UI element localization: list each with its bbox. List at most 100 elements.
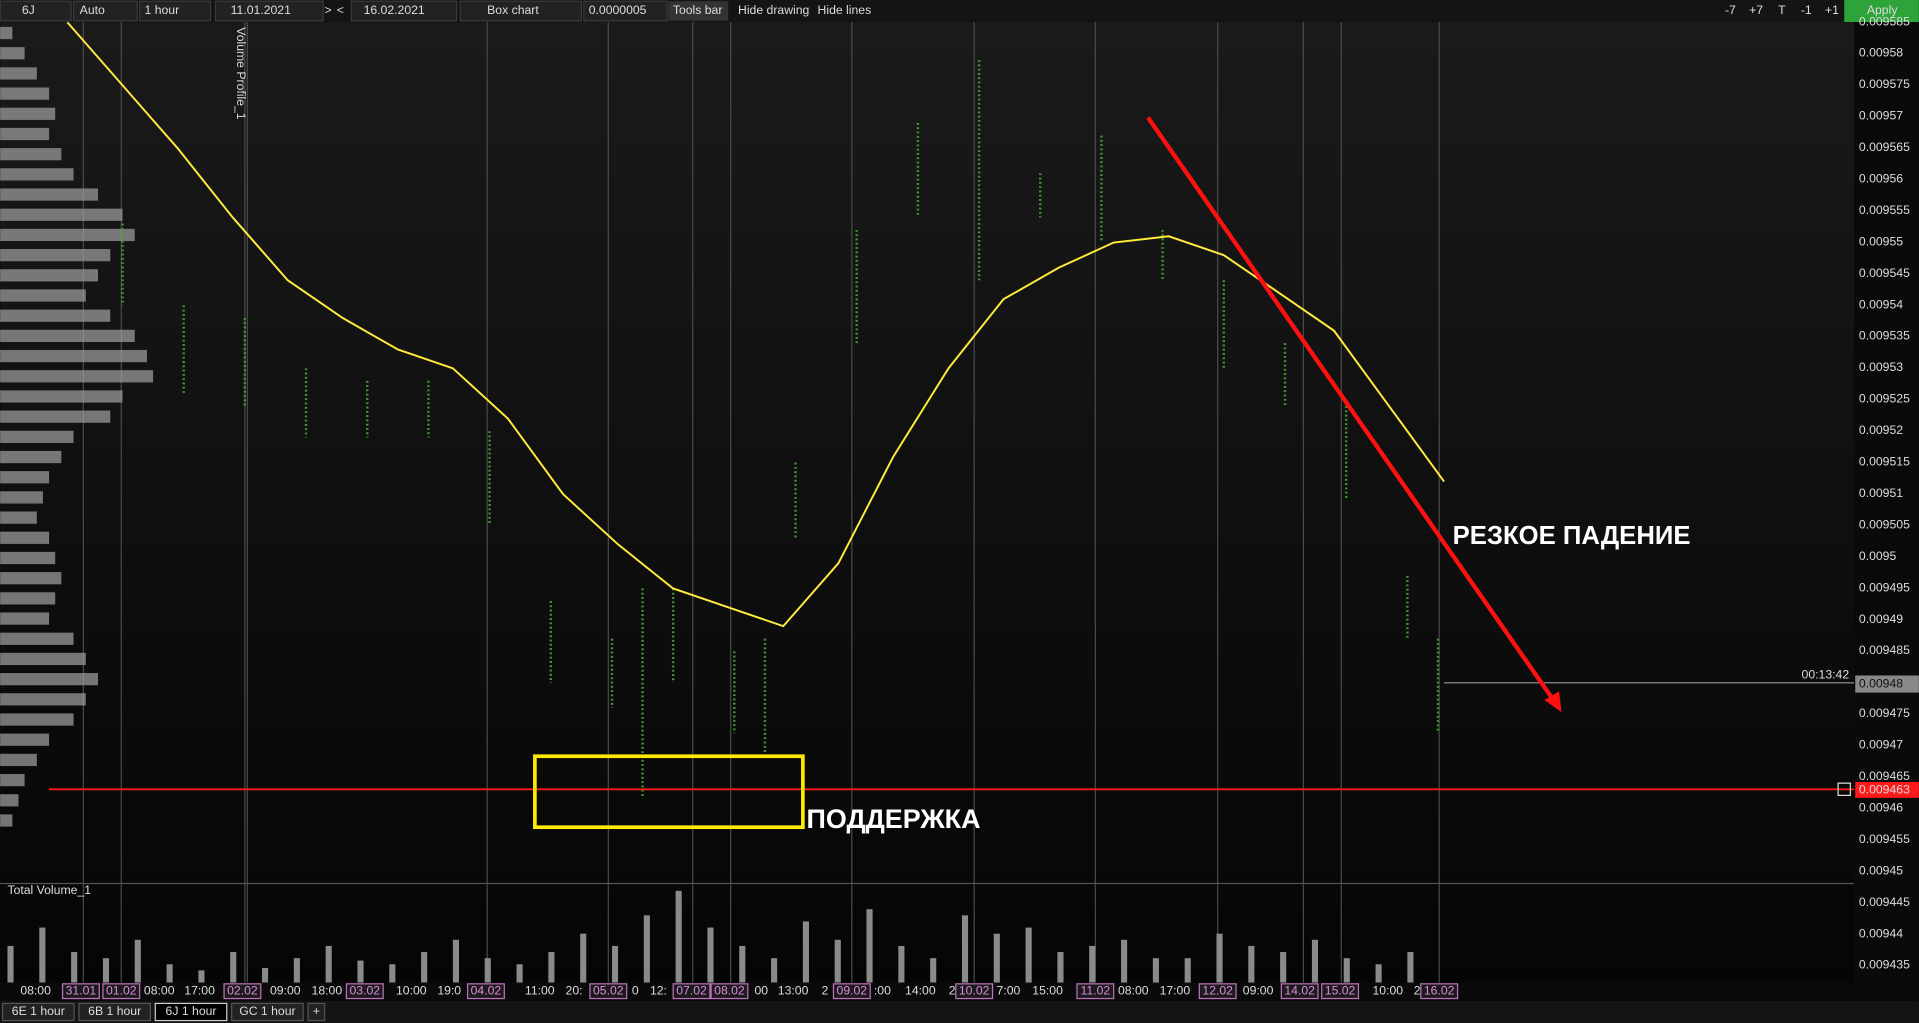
time-label: 11:00 [525, 983, 555, 997]
volume-bars [7, 890, 1414, 983]
timer: 00:13:42 [1802, 668, 1850, 682]
volume-bar [1089, 945, 1096, 983]
volume-bar [389, 964, 396, 983]
symbol[interactable]: 6J [22, 3, 35, 17]
tab[interactable] [231, 1002, 304, 1022]
price-label: 0.009505 [1859, 517, 1910, 531]
hide-lines[interactable]: Hide lines [818, 3, 872, 17]
date-to[interactable]: 16.02.2021 [364, 3, 425, 17]
volume-bar [484, 958, 491, 983]
volume-bar [39, 927, 46, 983]
time-label: 08:00 [1118, 983, 1149, 997]
timeframe[interactable]: 1 hour [145, 3, 180, 17]
chart-type[interactable]: Box chart [487, 3, 539, 17]
date-box [223, 983, 262, 1000]
toolbar-button[interactable]: +7 [1749, 3, 1763, 17]
time-label: 18:00 [312, 983, 343, 997]
drop-annotation: РЕЗКОЕ ПАДЕНИЕ [1453, 522, 1691, 550]
date-from[interactable]: 11.01.2021 [231, 3, 291, 17]
tab-label[interactable]: 6B 1 hour [88, 1004, 141, 1018]
date-label: 08.02 [714, 983, 745, 997]
volume-bar [262, 967, 269, 983]
date-from-box[interactable] [214, 0, 324, 22]
close-line-icon[interactable] [1837, 782, 1851, 797]
time-label: 10:00 [396, 983, 427, 997]
profile-bar [0, 208, 123, 221]
time-label: 2 [821, 983, 828, 997]
date-box [589, 983, 628, 1000]
volume-bar [7, 945, 14, 983]
volume-bar [707, 927, 714, 983]
profile-bar [0, 410, 111, 423]
volume-bar [1280, 952, 1287, 983]
date-box [1198, 983, 1237, 1000]
toolbar-button[interactable]: -1 [1801, 3, 1812, 17]
profile-bar [0, 450, 62, 464]
tab[interactable] [307, 1002, 326, 1022]
tab-label[interactable]: + [313, 1004, 320, 1018]
profile-bar [0, 652, 86, 666]
time-label: :00 [874, 983, 891, 997]
volume-bar [548, 952, 555, 983]
volume-bar [357, 960, 364, 983]
date-to-box[interactable] [350, 0, 458, 22]
date-label: 15.02 [1325, 983, 1356, 997]
date-label: 14.02 [1284, 983, 1315, 997]
tab-label[interactable]: 6E 1 hour [12, 1004, 65, 1018]
time-label: 10:00 [1373, 983, 1404, 997]
mode-box[interactable] [72, 0, 138, 22]
toolbar-button[interactable]: +1 [1825, 3, 1839, 17]
tools-bar[interactable]: Tools bar [673, 3, 723, 17]
volume-profile-label: Volume Profile_1 [234, 27, 248, 120]
support-price: 0.009463 [1859, 783, 1910, 797]
profile-bar [0, 713, 74, 726]
apply[interactable]: Apply [1867, 3, 1898, 17]
price-label: 0.00957 [1859, 109, 1903, 123]
chart-area [0, 22, 1855, 983]
profile-bar [0, 471, 50, 484]
tab-label[interactable]: GC 1 hour [239, 1004, 295, 1018]
price-label: 0.00958 [1859, 46, 1903, 60]
date-label: 03.02 [350, 983, 381, 997]
toolbar-button[interactable]: T [1778, 3, 1786, 17]
toolbar-items: 6J Auto 1 hour 11.01.2021 > < 16.02.2021… [0, 0, 1919, 23]
profile-bar [0, 269, 99, 282]
price-label: 0.00956 [1859, 172, 1903, 186]
profile-bar [0, 349, 147, 363]
timeframe-box[interactable] [139, 0, 212, 22]
prev-button[interactable]: < [337, 3, 344, 17]
hide-drawing[interactable]: Hide drawing [738, 3, 810, 17]
volume-bar [1121, 939, 1128, 983]
tick-size-box[interactable] [583, 0, 668, 22]
profile-bar [0, 249, 111, 262]
profile-bar [0, 87, 50, 100]
tab-label[interactable]: 6J 1 hour [166, 1004, 217, 1018]
volume-bar [71, 952, 78, 983]
profile-bar [0, 370, 154, 383]
chart-type-box[interactable] [459, 0, 582, 22]
tab[interactable] [78, 1002, 152, 1022]
profile-bar [0, 329, 135, 343]
apply-button[interactable] [1844, 0, 1919, 23]
mode[interactable]: Auto [80, 3, 105, 17]
tab[interactable] [154, 1002, 228, 1022]
price-label: 0.009435 [1859, 958, 1910, 972]
volume-bar [961, 915, 969, 983]
time-label: 17:00 [184, 983, 215, 997]
current-price: 0.00948 [1859, 676, 1903, 690]
tab[interactable] [1, 1002, 75, 1022]
time-label: 09:00 [1243, 983, 1274, 997]
toolbar-button[interactable]: -7 [1725, 3, 1736, 17]
volume-bar [452, 939, 460, 983]
price-label: 0.009495 [1859, 580, 1910, 594]
volume-bar [1216, 933, 1223, 983]
tick-size[interactable]: 0.0000005 [589, 3, 647, 17]
date-box [710, 983, 749, 1000]
time-label: 0 [632, 983, 639, 997]
date-label: 16.02 [1424, 983, 1455, 997]
next-button[interactable]: > [325, 3, 332, 17]
tools-bar-button[interactable] [668, 1, 729, 21]
symbol-box[interactable] [0, 0, 72, 22]
price-label: 0.009515 [1859, 455, 1910, 469]
